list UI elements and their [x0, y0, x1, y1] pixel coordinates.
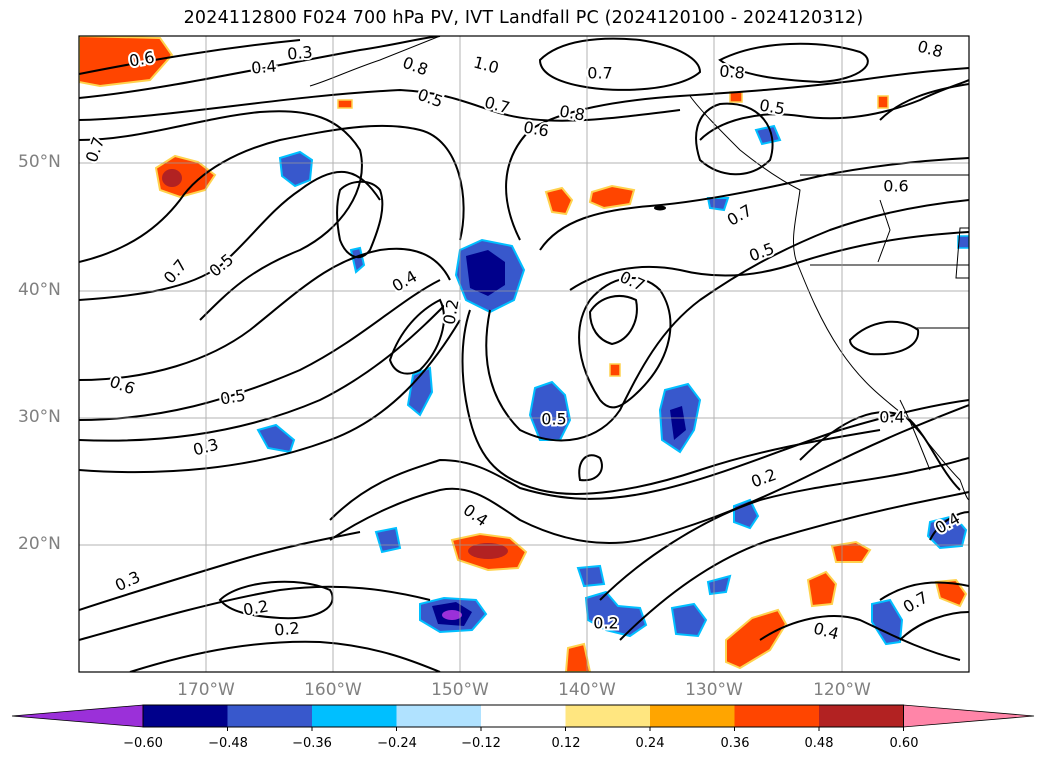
- contour-label: 0.5: [415, 85, 445, 112]
- fill-positive: [588, 184, 636, 210]
- lat-label: 30°N: [18, 407, 61, 427]
- colorbar-segment: [819, 705, 904, 727]
- colorbar-tick-label: 0.60: [889, 736, 919, 751]
- fill-positive: [544, 186, 574, 216]
- contour-label: 0.6: [883, 177, 908, 196]
- contour-label: 0.3: [191, 435, 221, 460]
- fill-negative: [528, 380, 572, 441]
- contour-label: 0.4: [879, 408, 904, 427]
- contour-label: 0.4: [250, 56, 277, 77]
- colorbar-segment: [396, 705, 482, 727]
- colorbar-segment: [650, 705, 735, 727]
- contour-label: 0.4: [460, 500, 492, 530]
- colorbar-tick-label: 0.24: [635, 736, 665, 751]
- lon-label: 140°W: [558, 680, 616, 700]
- lon-label: 120°W: [813, 680, 871, 700]
- fill-positive: [609, 363, 621, 377]
- lat-label: 50°N: [18, 152, 61, 172]
- fill-positive-core: [162, 169, 182, 187]
- fill-negative: [256, 423, 296, 454]
- fill-positive: [934, 578, 968, 608]
- fill-negative: [871, 598, 904, 646]
- fill-positive-core: [468, 543, 508, 559]
- colorbar-tick-label: 0.48: [804, 736, 834, 751]
- colorbar-segment: [312, 705, 397, 727]
- contour-label: 0.5: [541, 410, 566, 429]
- colorbar-segment: [143, 705, 228, 727]
- lon-label: 150°W: [431, 680, 489, 700]
- contour-label: 0.2: [593, 614, 618, 633]
- fill-negative-core2: [442, 610, 462, 620]
- map-frame: [78, 35, 970, 673]
- fill-negative: [584, 590, 648, 638]
- fill-negative: [706, 574, 732, 596]
- colorbar-extend-min: [11, 704, 144, 728]
- plot-title: 2024112800 F024 700 hPa PV, IVT Landfall…: [183, 8, 864, 28]
- fill-positive: [79, 36, 174, 88]
- fill-negative: [406, 366, 434, 417]
- contour-label: 0.7: [483, 93, 513, 118]
- contour-label: 0.7: [724, 201, 756, 230]
- colorbar-tick-label: −0.12: [461, 736, 501, 751]
- colorbar: [11, 704, 1035, 731]
- fill-negative: [349, 246, 366, 274]
- contour-label: 0.7: [900, 588, 932, 617]
- colorbar-tick-label: −0.60: [123, 736, 163, 751]
- contour-label: 0.8: [916, 37, 946, 62]
- fill-negative-core: [670, 406, 686, 440]
- colorbar-tick-label: −0.36: [292, 736, 332, 751]
- fill-positive: [877, 95, 889, 109]
- colorbar-segment: [734, 705, 820, 727]
- fill-negative: [670, 602, 708, 638]
- fill-positive: [564, 642, 592, 672]
- contour-label: 0.3: [286, 42, 313, 63]
- colorbar-segment: [565, 705, 651, 727]
- fill-negative: [278, 150, 314, 188]
- lon-label: 170°W: [177, 680, 235, 700]
- colorbar-tick-label: 0.12: [551, 736, 581, 751]
- colorbar-frame: [142, 704, 904, 728]
- fill-negative: [374, 526, 402, 554]
- lon-label: 160°W: [304, 680, 362, 700]
- lat-label: 20°N: [18, 534, 61, 554]
- colorbar-segment: [481, 705, 566, 727]
- contour-label: 0.8: [719, 61, 746, 82]
- colorbar-tick-label: −0.24: [377, 736, 417, 751]
- lat-label: 40°N: [18, 280, 61, 300]
- pv-contours: [79, 36, 969, 672]
- fill-negative: [576, 564, 606, 588]
- fill-positive: [806, 570, 838, 608]
- colorbar-tick-label: 0.36: [720, 736, 750, 751]
- colorbar-segment: [227, 705, 313, 727]
- map-area: 0.6 0.3 0.4 1.0 0.7 0.8 0.5 0.7 0.8 0.6 0.5 0.7 0.8 0…: [79, 36, 969, 672]
- contour-label: 0.7: [587, 64, 612, 83]
- pv-anomaly-fills: [79, 36, 969, 672]
- fill-positive: [337, 99, 353, 109]
- contour-label: 0.4: [812, 619, 842, 644]
- contour-label: 1.0: [472, 53, 502, 78]
- contour-label: 0.5: [746, 239, 776, 266]
- contour-label: 0.2: [273, 618, 300, 639]
- fill-negative: [754, 124, 782, 146]
- fill-negative: [957, 235, 969, 249]
- contour-label: 0.5: [219, 385, 247, 408]
- small-contour: [654, 205, 666, 211]
- colorbar-tick-label: −0.48: [208, 736, 248, 751]
- contour-label: 0.8: [400, 53, 430, 80]
- contour-label: 0.6: [522, 117, 550, 140]
- lon-label: 130°W: [685, 680, 743, 700]
- gridlines: [79, 36, 969, 672]
- fill-negative-core: [466, 250, 505, 296]
- fill-negative: [706, 197, 730, 212]
- contour-label: 0.2: [748, 465, 778, 492]
- coastlines: [309, 36, 969, 501]
- colorbar-extend-max: [903, 704, 1035, 728]
- fill-positive: [729, 91, 743, 103]
- fill-positive: [725, 608, 788, 670]
